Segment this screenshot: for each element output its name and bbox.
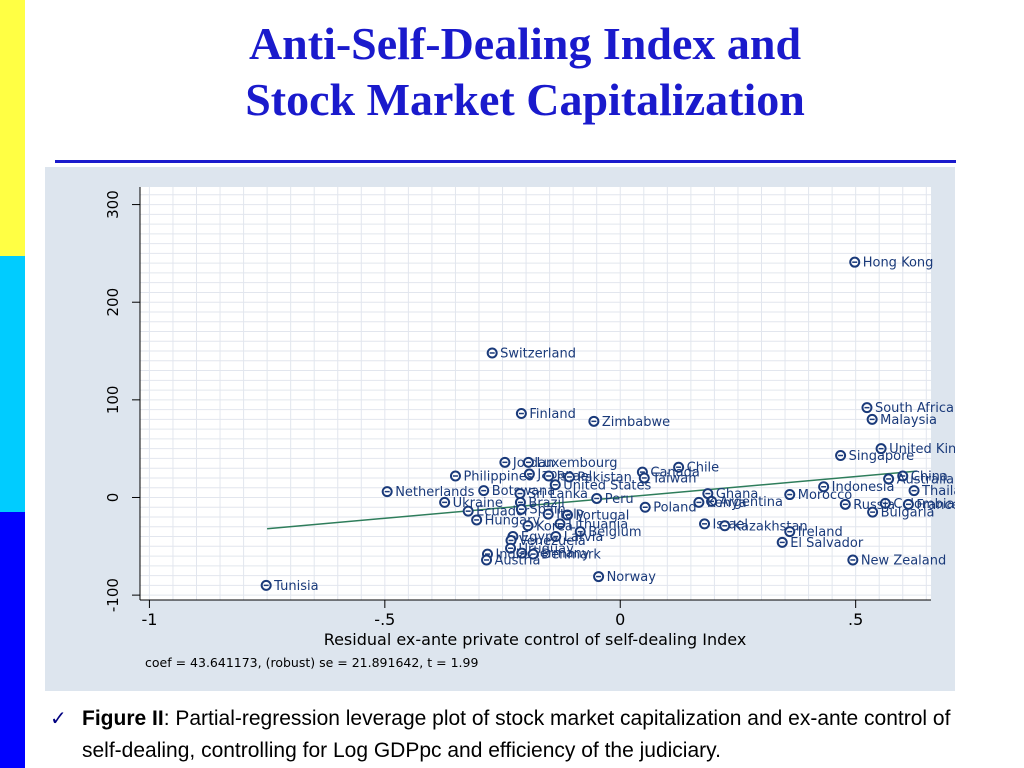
data-point-label: Denmark <box>541 548 601 563</box>
data-point-label: Netherlands <box>395 485 474 500</box>
data-point-label: Norway <box>607 570 657 585</box>
data-point-label: Indonesia <box>832 480 895 495</box>
data-point-label: Peru <box>605 492 634 507</box>
caption-text: : Partial-regression leverage plot of st… <box>82 707 951 762</box>
title-divider <box>55 160 956 163</box>
point-layer: Hong Kong Switzerland South Africa Finland M… <box>260 256 955 594</box>
data-point-label: South Africa <box>875 401 954 416</box>
y-tick-label: 100 <box>104 386 122 415</box>
data-point-label: United Kingdom <box>889 442 955 457</box>
data-point-label: Malaysia <box>880 413 937 428</box>
data-point-label: Morocco <box>798 488 852 503</box>
data-point-label: Sri Lanka <box>528 487 588 502</box>
y-tick-label: -100 <box>104 578 122 612</box>
side-strip-cyan <box>0 256 25 512</box>
data-point-label: Germany <box>530 547 590 562</box>
data-point-label: Luxembourg <box>536 456 617 471</box>
slide-title-line1: Anti-Self-Dealing Index and <box>248 18 802 69</box>
data-point-label: India <box>495 548 527 563</box>
data-point-label: Ireland <box>798 525 843 540</box>
regression-footnote: coef = 43.641173, (robust) se = 21.89164… <box>145 655 478 670</box>
data-point-label: Venezuela <box>519 534 586 549</box>
data-point-label: France <box>916 498 955 513</box>
scatter-chart: -100 0 100 200 300 -1 -.5 0 .5 Hong Kong Switzerl… <box>104 187 955 670</box>
data-point-label: Portugal <box>576 509 630 524</box>
data-point-label: Singapore <box>849 449 915 464</box>
data-point-label: Finland <box>529 407 575 422</box>
data-point-label: Tunisia <box>273 579 318 594</box>
x-tick-label: .5 <box>848 610 863 629</box>
x-tick-label: 0 <box>615 610 625 629</box>
side-strip-yellow <box>0 0 25 256</box>
data-point-label: Egypt <box>521 530 559 545</box>
data-point-label: Thailand <box>921 484 955 499</box>
chart-panel: -100 0 100 200 300 -1 -.5 0 .5 Hong Kong Switzerl… <box>45 167 955 691</box>
caption-label: Figure II <box>82 707 164 730</box>
data-point-label: China <box>911 470 948 485</box>
data-point-label: Ghana <box>716 487 759 502</box>
side-strip-blue <box>0 512 25 768</box>
data-point-label: El Salvador <box>790 536 864 551</box>
x-axis-title: Residual ex-ante private control of self… <box>324 630 747 649</box>
check-icon: ✓ <box>50 708 67 730</box>
data-point-label: Belgium <box>588 525 641 540</box>
data-point-label: Brazil <box>528 496 564 511</box>
data-point-label: Canada <box>650 466 699 481</box>
tick-layer: -100 0 100 200 300 -1 -.5 0 .5 <box>104 190 863 629</box>
data-point-label: Zimbabwe <box>602 415 670 430</box>
slide-title-line2: Stock Market Capitalization <box>245 74 805 125</box>
data-point-label: Kenya <box>707 496 747 511</box>
data-point-label: Australia <box>897 472 955 487</box>
plot-area <box>140 187 931 600</box>
data-point-label: United States <box>563 478 651 493</box>
data-point-label: Latvia <box>564 530 604 545</box>
caption-body: Figure II: Partial-regression leverage p… <box>82 703 990 767</box>
data-point-label: Philippines <box>463 470 533 485</box>
y-tick-label: 200 <box>104 288 122 317</box>
data-point-label: Hong Kong <box>863 256 934 271</box>
data-point-label: Poland <box>653 501 696 516</box>
data-point-label: Pakistan <box>577 470 631 485</box>
data-point-label: Chile <box>687 461 720 476</box>
y-tick-label: 0 <box>104 493 122 503</box>
data-point-label: New Zealand <box>861 553 946 568</box>
y-tick-label: 300 <box>104 190 122 219</box>
data-point-label: Bulgaria <box>881 506 935 521</box>
figure-caption: ✓ Figure II: Partial-regression leverage… <box>50 703 990 767</box>
slide-title: Anti-Self-Dealing Index and Stock Market… <box>120 16 930 128</box>
data-point-label: Austria <box>495 553 541 568</box>
x-tick-label: -.5 <box>374 610 395 629</box>
data-point-label: Kazakhstan <box>733 519 808 534</box>
grid-layer <box>140 187 931 600</box>
data-point-label: Taiwan <box>651 471 696 486</box>
x-tick-label: -1 <box>141 610 157 629</box>
data-point-label: Switzerland <box>500 346 576 361</box>
data-point-label: Argentina <box>720 495 783 510</box>
data-point-label: Russia <box>853 498 895 513</box>
data-point-label: Italy <box>556 508 585 523</box>
data-point-label: Korea <box>536 519 573 534</box>
